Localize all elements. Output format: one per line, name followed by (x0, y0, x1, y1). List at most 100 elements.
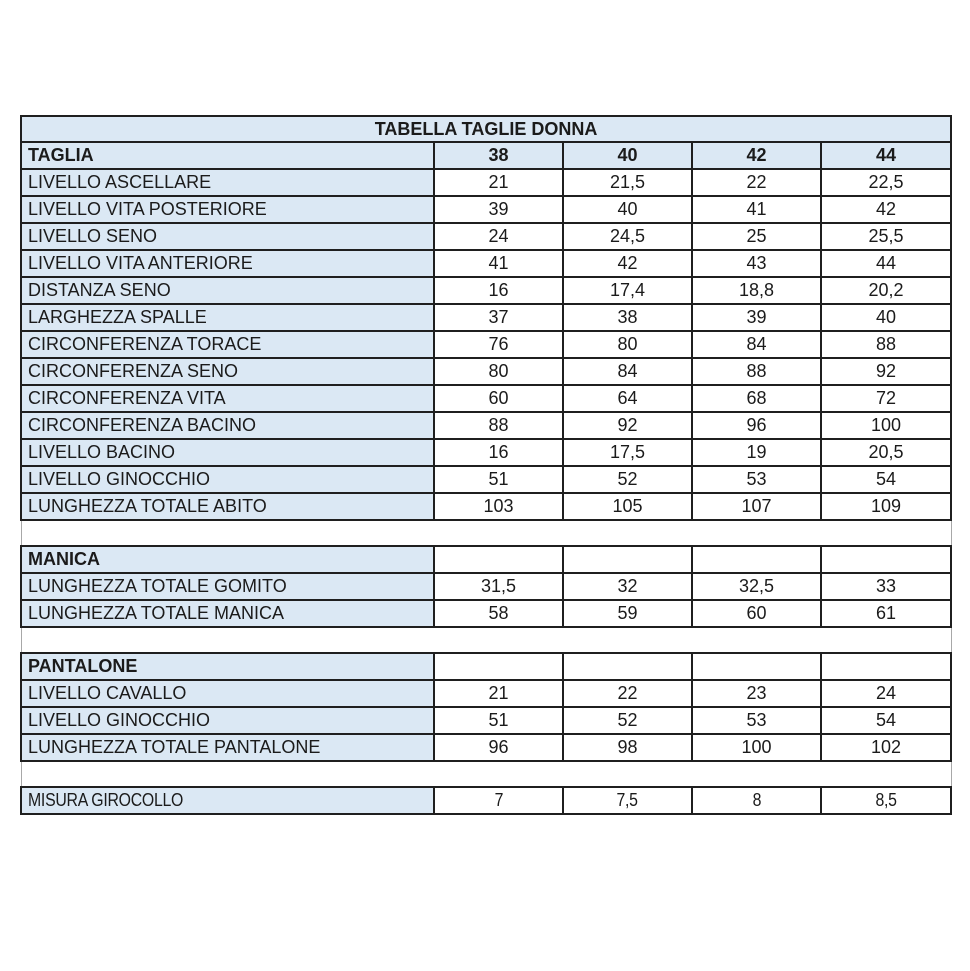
measure-row: LUNGHEZZA TOTALE GOMITO 31,5 32 32,5 33 (20, 572, 953, 601)
measure-label-cell: LIVELLO VITA POSTERIORE (20, 195, 435, 224)
measure-value-cell: 39 (433, 195, 564, 224)
measure-value-cell-text: 7 (494, 790, 503, 810)
measure-value-cell: 21,5 (562, 168, 693, 197)
empty-value-cell (433, 545, 564, 574)
measure-value-cell: 24 (819, 679, 953, 708)
measure-value-cell: 33 (819, 572, 953, 601)
empty-value-cell (691, 545, 822, 574)
measure-value-cell: 92 (819, 357, 953, 386)
measure-value-cell: 25 (691, 222, 822, 251)
section-gap-cell (20, 761, 952, 787)
section-header-row: PANTALONE (20, 652, 953, 681)
measure-value-cell: 17,5 (562, 438, 693, 467)
measure-value-cell: 76 (433, 330, 564, 359)
measure-label-cell: MISURA GIROCOLLO (20, 786, 435, 815)
measure-value-cell: 32 (562, 572, 693, 601)
measure-row: LUNGHEZZA TOTALE PANTALONE 96 98 100 102 (20, 733, 953, 762)
measure-value-cell: 39 (691, 303, 822, 332)
measure-value-cell: 105 (562, 492, 693, 521)
measure-label-cell: CIRCONFERENZA BACINO (20, 411, 435, 440)
measure-row: LUNGHEZZA TOTALE ABITO 103 105 107 109 (20, 492, 953, 521)
measure-value-cell: 88 (433, 411, 564, 440)
measure-value-cell: 32,5 (691, 572, 822, 601)
size-column-header-42: 42 (691, 141, 822, 170)
measure-row: LIVELLO SENO 24 24,5 25 25,5 (20, 222, 953, 251)
measure-value-cell: 60 (433, 384, 564, 413)
measure-value-cell: 20,5 (819, 438, 953, 467)
measure-value-cell: 96 (691, 411, 822, 440)
measure-value-cell: 37 (433, 303, 564, 332)
measure-row: LIVELLO VITA POSTERIORE 39 40 41 42 (20, 195, 953, 224)
measure-value-cell: 100 (691, 733, 822, 762)
measure-value-cell: 22 (562, 679, 693, 708)
measure-label-cell: DISTANZA SENO (20, 276, 435, 305)
measure-value-cell: 88 (691, 357, 822, 386)
measure-value-cell: 8 (691, 786, 822, 815)
section-gap-cell (20, 627, 952, 653)
measure-value-cell: 42 (819, 195, 953, 224)
size-header-row: TAGLIA 38 40 42 44 (20, 141, 953, 170)
section-label-cell: PANTALONE (20, 652, 435, 681)
section-gap-row (20, 627, 952, 653)
measure-value-cell: 43 (691, 249, 822, 278)
measure-value-cell: 22 (691, 168, 822, 197)
measure-value-cell: 51 (433, 706, 564, 735)
corner-header-cell: TAGLIA (20, 141, 435, 170)
measure-value-cell: 52 (562, 706, 693, 735)
measure-value-cell: 8,5 (819, 786, 953, 815)
measure-row: LIVELLO VITA ANTERIORE 41 42 43 44 (20, 249, 953, 278)
measure-label-cell-text: MISURA GIROCOLLO (28, 790, 184, 810)
measure-value-cell: 84 (562, 357, 693, 386)
measure-value-cell: 16 (433, 276, 564, 305)
measure-label-cell: LUNGHEZZA TOTALE MANICA (20, 599, 435, 628)
measure-value-cell: 16 (433, 438, 564, 467)
measure-label-cell: LUNGHEZZA TOTALE GOMITO (20, 572, 435, 601)
measure-label-cell: CIRCONFERENZA VITA (20, 384, 435, 413)
measure-value-cell: 41 (433, 249, 564, 278)
measure-value-cell: 53 (691, 706, 822, 735)
measure-label-cell: LUNGHEZZA TOTALE ABITO (20, 492, 435, 521)
table-title-row: TABELLA TAGLIE DONNA (19, 115, 953, 143)
measure-value-cell: 40 (562, 195, 693, 224)
measure-value-cell: 64 (562, 384, 693, 413)
measure-value-cell: 103 (433, 492, 564, 521)
measure-row: CIRCONFERENZA BACINO 88 92 96 100 (20, 411, 953, 440)
measure-row: LARGHEZZA SPALLE 37 38 39 40 (20, 303, 953, 332)
measure-row: LIVELLO ASCELLARE 21 21,5 22 22,5 (20, 168, 953, 197)
measure-value-cell: 102 (819, 733, 953, 762)
measure-value-cell: 40 (819, 303, 953, 332)
measure-value-cell: 7,5 (562, 786, 693, 815)
measure-row: CIRCONFERENZA VITA 60 64 68 72 (20, 384, 953, 413)
measure-row: DISTANZA SENO 16 17,4 18,8 20,2 (20, 276, 953, 305)
measure-value-cell: 68 (691, 384, 822, 413)
measure-value-cell: 20,2 (819, 276, 953, 305)
section-gap-cell (20, 520, 952, 546)
measure-value-cell: 44 (819, 249, 953, 278)
measure-value-cell: 52 (562, 465, 693, 494)
measure-label-cell: LIVELLO SENO (20, 222, 435, 251)
measure-label-cell: LIVELLO BACINO (20, 438, 435, 467)
measure-value-cell: 109 (819, 492, 953, 521)
measure-row: CIRCONFERENZA TORACE 76 80 84 88 (20, 330, 953, 359)
measure-value-cell: 25,5 (819, 222, 953, 251)
measure-value-cell: 72 (819, 384, 953, 413)
size-column-header-40: 40 (562, 141, 693, 170)
measure-value-cell: 21 (433, 168, 564, 197)
measure-value-cell: 58 (433, 599, 564, 628)
measure-value-cell: 92 (562, 411, 693, 440)
section-label-cell: MANICA (20, 545, 435, 574)
title-section: TABELLA TAGLIE DONNA TAGLIA 38 40 42 44 (19, 115, 953, 170)
measure-value-cell: 38 (562, 303, 693, 332)
measure-label-cell: LIVELLO VITA ANTERIORE (20, 249, 435, 278)
measure-value-cell: 42 (562, 249, 693, 278)
measure-label-cell: LIVELLO GINOCCHIO (20, 465, 435, 494)
measure-label-cell: CIRCONFERENZA TORACE (20, 330, 435, 359)
measure-row: CIRCONFERENZA SENO 80 84 88 92 (20, 357, 953, 386)
measure-label-cell: CIRCONFERENZA SENO (20, 357, 435, 386)
size-table: TABELLA TAGLIE DONNA TAGLIA 38 40 42 44 … (19, 115, 953, 815)
measure-label-cell: LIVELLO CAVALLO (20, 679, 435, 708)
table-title: TABELLA TAGLIE DONNA (19, 115, 953, 143)
measure-label-cell: LIVELLO GINOCCHIO (20, 706, 435, 735)
measure-value-cell: 98 (562, 733, 693, 762)
